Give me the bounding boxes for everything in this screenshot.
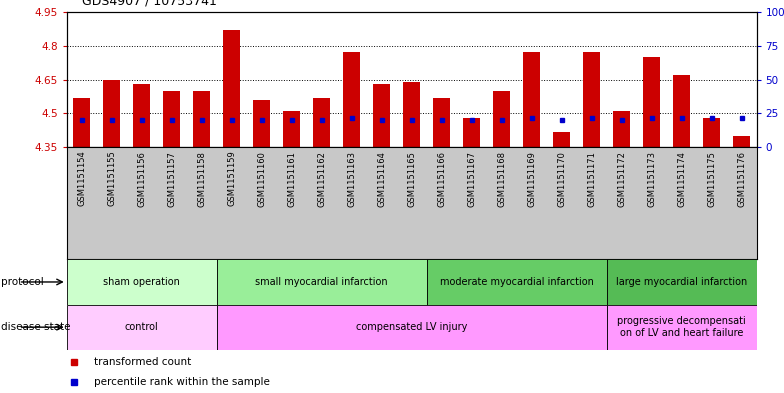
Bar	[74, 97, 90, 147]
Bar	[703, 118, 720, 147]
Bar	[554, 132, 570, 147]
Bar	[163, 91, 180, 147]
Text: large myocardial infarction: large myocardial infarction	[616, 277, 747, 287]
Bar	[673, 75, 690, 147]
Text: GSM1151168: GSM1151168	[497, 151, 506, 207]
Text: small myocardial infarction: small myocardial infarction	[256, 277, 388, 287]
Bar	[103, 79, 120, 147]
Text: GSM1151173: GSM1151173	[647, 151, 656, 207]
Bar	[493, 91, 510, 147]
Text: GSM1151161: GSM1151161	[287, 151, 296, 207]
Bar	[463, 118, 480, 147]
Text: compensated LV injury: compensated LV injury	[356, 322, 467, 332]
Bar	[373, 84, 390, 147]
Bar	[133, 84, 150, 147]
Text: percentile rank within the sample: percentile rank within the sample	[94, 377, 270, 387]
Text: GSM1151174: GSM1151174	[677, 151, 686, 207]
Bar	[733, 136, 750, 147]
Bar	[613, 111, 630, 147]
Bar	[607, 259, 757, 305]
Text: GSM1151160: GSM1151160	[257, 151, 266, 207]
Text: GSM1151176: GSM1151176	[737, 151, 746, 207]
Bar	[253, 100, 270, 147]
Bar	[426, 259, 607, 305]
Text: GSM1151163: GSM1151163	[347, 151, 356, 207]
Text: progressive decompensati
on of LV and heart failure: progressive decompensati on of LV and he…	[617, 316, 746, 338]
Text: GSM1151172: GSM1151172	[617, 151, 626, 207]
Bar	[67, 305, 216, 350]
Bar	[343, 53, 360, 147]
Text: disease state: disease state	[1, 322, 71, 332]
Bar	[644, 57, 660, 147]
Bar	[283, 111, 299, 147]
Text: GSM1151159: GSM1151159	[227, 151, 236, 206]
Bar	[223, 30, 240, 147]
Bar	[67, 259, 216, 305]
Bar	[216, 259, 426, 305]
Text: GSM1151175: GSM1151175	[707, 151, 716, 207]
Text: GSM1151170: GSM1151170	[557, 151, 566, 207]
Text: GSM1151164: GSM1151164	[377, 151, 386, 207]
Text: sham operation: sham operation	[103, 277, 180, 287]
Text: GSM1151157: GSM1151157	[167, 151, 176, 207]
Text: GSM1151154: GSM1151154	[77, 151, 86, 206]
Text: GDS4907 / 10753741: GDS4907 / 10753741	[82, 0, 217, 8]
Bar	[403, 82, 420, 147]
Text: GSM1151162: GSM1151162	[317, 151, 326, 207]
Text: GSM1151156: GSM1151156	[137, 151, 146, 207]
Text: GSM1151166: GSM1151166	[437, 151, 446, 207]
Text: GSM1151155: GSM1151155	[107, 151, 116, 206]
Bar	[216, 305, 607, 350]
Bar	[524, 53, 540, 147]
Text: control: control	[125, 322, 158, 332]
Text: GSM1151158: GSM1151158	[197, 151, 206, 207]
Text: GSM1151169: GSM1151169	[527, 151, 536, 207]
Bar	[583, 53, 600, 147]
Bar	[434, 97, 450, 147]
Bar	[194, 91, 210, 147]
Text: protocol: protocol	[1, 277, 44, 287]
Text: GSM1151165: GSM1151165	[407, 151, 416, 207]
Text: GSM1151171: GSM1151171	[587, 151, 596, 207]
Text: GSM1151167: GSM1151167	[467, 151, 476, 207]
Text: transformed count: transformed count	[94, 357, 191, 367]
Bar	[607, 305, 757, 350]
Bar	[314, 97, 330, 147]
Text: moderate myocardial infarction: moderate myocardial infarction	[440, 277, 593, 287]
